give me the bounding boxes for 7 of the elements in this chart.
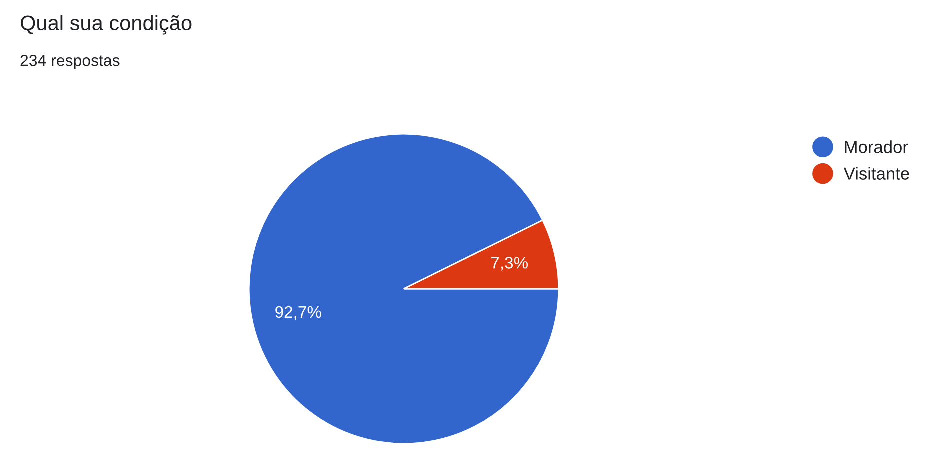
data-label: 92,7% [276, 306, 322, 320]
legend-label: Morador [845, 140, 908, 154]
text: 234 respostas [20, 54, 120, 70]
data-label: 7,3% [491, 257, 528, 271]
legend-label: Visitante [844, 167, 910, 180]
pie-slice [248, 133, 560, 445]
chart-title: Qual sua condição [20, 15, 192, 35]
